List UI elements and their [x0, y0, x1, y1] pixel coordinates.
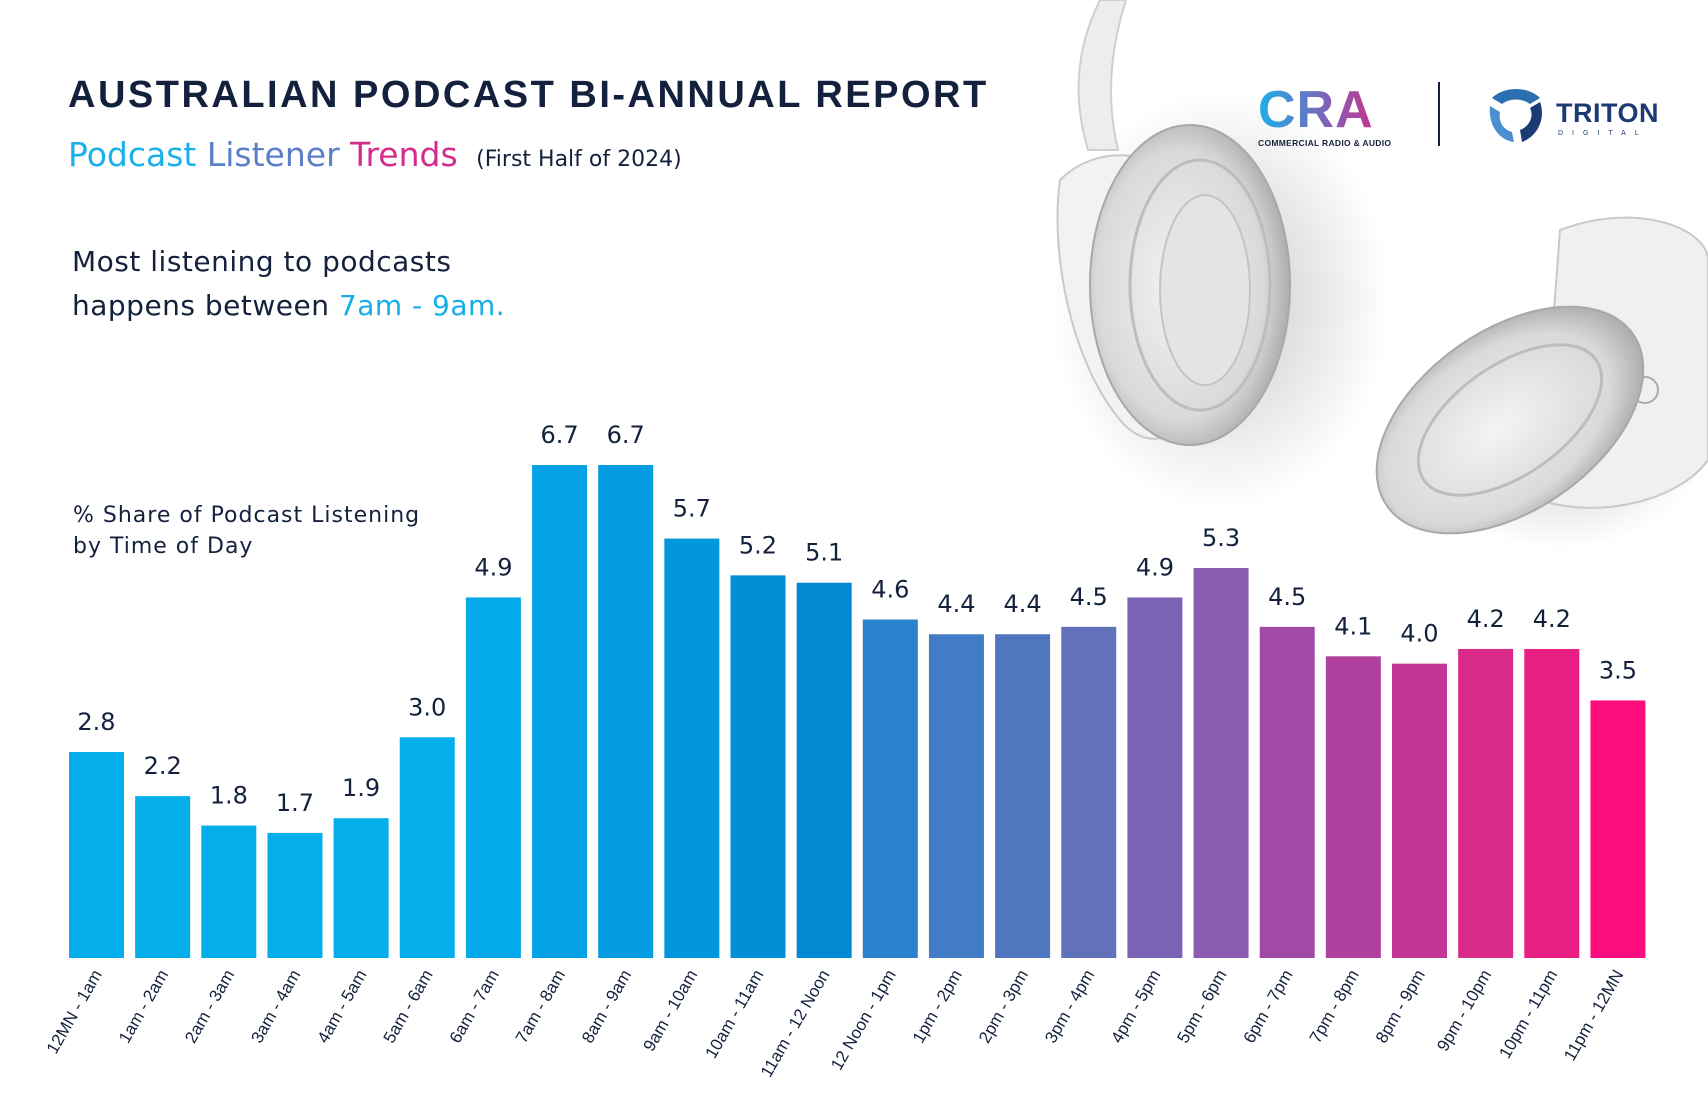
bar-10	[730, 575, 786, 958]
bar-value-label-15: 4.5	[1070, 583, 1108, 611]
report-title: AUSTRALIAN PODCAST BI-ANNUAL REPORT	[68, 74, 989, 116]
bar-23	[1590, 700, 1646, 958]
x-tick-label-1: 1am - 2am	[115, 967, 172, 1047]
subtitle-word-podcast: Podcast	[68, 135, 197, 174]
bar-3	[267, 832, 323, 958]
x-tick-label-8: 8am - 9am	[578, 967, 635, 1047]
bar-value-label-6: 4.9	[474, 553, 512, 581]
chart-y-axis-label: % Share of Podcast Listening by Time of …	[73, 503, 421, 559]
bar-value-label-22: 4.2	[1533, 605, 1571, 633]
bar-11	[796, 582, 852, 958]
bar-13	[928, 634, 984, 958]
cra-logo: CRA COMMERCIAL RADIO & AUDIO	[1258, 84, 1398, 148]
bar-14	[995, 634, 1051, 958]
x-tick-label-14: 2pm - 3pm	[975, 967, 1032, 1047]
bar-value-label-16: 4.9	[1136, 553, 1174, 581]
bar-value-label-5: 3.0	[408, 693, 446, 721]
bar-9	[664, 538, 720, 958]
bar-value-label-13: 4.4	[937, 590, 975, 618]
bar-value-label-14: 4.4	[1004, 590, 1042, 618]
x-tick-label-3: 3am - 4am	[247, 967, 304, 1047]
bar-7	[532, 465, 588, 958]
bar-16	[1127, 597, 1183, 958]
bar-value-label-3: 1.7	[276, 789, 314, 817]
x-tick-label-13: 1pm - 2pm	[909, 966, 966, 1046]
bar-6	[465, 597, 521, 958]
bar-value-label-8: 6.7	[607, 421, 645, 449]
bar-15	[1061, 626, 1117, 958]
logo-divider	[1438, 82, 1440, 146]
bar-value-label-9: 5.7	[673, 495, 711, 523]
bar-22	[1524, 648, 1580, 958]
x-tick-label-11: 11am - 12 Noon	[757, 967, 834, 1081]
bar-value-label-18: 4.5	[1268, 583, 1306, 611]
x-tick-label-7: 7am - 8am	[512, 967, 569, 1047]
bar-value-label-1: 2.2	[144, 752, 182, 780]
x-tick-label-19: 7pm - 8pm	[1306, 967, 1363, 1047]
x-tick-label-22: 10pm - 11pm	[1495, 967, 1561, 1062]
bar-value-label-21: 4.2	[1467, 605, 1505, 633]
bar-value-label-20: 4.0	[1400, 620, 1438, 648]
bar-value-label-19: 4.1	[1334, 612, 1372, 640]
x-tick-label-6: 6am - 7am	[446, 967, 503, 1047]
x-tick-label-16: 4pm - 5pm	[1107, 967, 1164, 1047]
subtitle-word-listener: Listener	[206, 135, 340, 174]
cra-logo-text: CRA	[1258, 84, 1398, 136]
bar-value-label-17: 5.3	[1202, 524, 1240, 552]
bar-value-label-12: 4.6	[871, 576, 909, 604]
x-tick-label-5: 5am - 6am	[380, 967, 437, 1047]
x-tick-label-23: 11pm - 12MN	[1560, 967, 1627, 1065]
bar-value-label-0: 2.8	[77, 708, 115, 736]
triton-logo-subtext: DIGITAL	[1558, 130, 1648, 137]
x-tick-label-4: 4am - 5am	[313, 967, 370, 1047]
bar-19	[1325, 656, 1381, 958]
x-tick-label-10: 10am - 11am	[702, 967, 768, 1062]
subtitle-word-trends: Trends	[350, 135, 458, 174]
subtitle-period-note: (First Half of 2024)	[476, 147, 682, 172]
bar-value-label-7: 6.7	[540, 421, 578, 449]
x-tick-label-21: 9pm - 10pm	[1433, 967, 1495, 1055]
bar-value-label-23: 3.5	[1599, 656, 1637, 684]
bar-20	[1392, 663, 1447, 958]
bar-value-label-10: 5.2	[739, 531, 777, 559]
x-tick-label-12: 12 Noon - 1pm	[827, 967, 900, 1074]
x-tick-label-2: 2am - 3am	[181, 967, 238, 1047]
headline-line-2-prefix: happens between	[72, 289, 339, 322]
bar-18	[1259, 626, 1315, 958]
bar-8	[598, 465, 654, 958]
headline-accent-time-range: 7am - 9am.	[338, 289, 506, 322]
bar-value-label-2: 1.8	[210, 782, 248, 810]
triton-logo: TRITON DIGITAL	[1484, 84, 1659, 146]
cra-logo-subtext: COMMERCIAL RADIO & AUDIO	[1258, 138, 1392, 148]
bar-0	[69, 751, 124, 958]
bar-1	[135, 796, 191, 958]
x-tick-label-17: 5pm - 6pm	[1173, 967, 1230, 1047]
headline-statement: Most listening to podcasts happens betwe…	[72, 240, 505, 328]
x-tick-label-20: 8pm - 9pm	[1372, 967, 1429, 1047]
headline-line-1: Most listening to podcasts	[72, 245, 452, 278]
bar-12	[862, 619, 918, 958]
x-tick-label-9: 9am - 10am	[640, 967, 702, 1055]
x-tick-label-15: 3pm - 4pm	[1041, 967, 1098, 1047]
bar-value-label-11: 5.1	[805, 539, 843, 567]
x-tick-label-18: 6pm - 7pm	[1240, 967, 1297, 1047]
bar-17	[1193, 568, 1249, 958]
bar-value-label-4: 1.9	[342, 774, 380, 802]
triton-mark-icon	[1489, 89, 1542, 142]
bar-21	[1458, 648, 1514, 958]
bar-4	[333, 818, 389, 958]
bar-2	[201, 825, 257, 958]
headline-line-2: happens between 7am - 9am.	[72, 284, 505, 328]
report-subtitle: Podcast Listener Trends (First Half of 2…	[68, 135, 682, 174]
bar-5	[399, 737, 455, 958]
headphones-illustration	[1050, 0, 1708, 550]
x-tick-label-0: 12MN - 1am	[43, 967, 106, 1058]
triton-logo-text: TRITON	[1556, 98, 1659, 128]
